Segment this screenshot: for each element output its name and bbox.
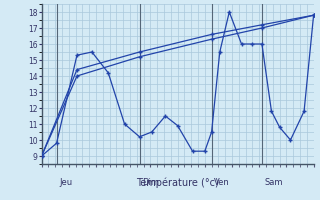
Text: Jeu: Jeu [59,178,72,187]
Text: Sam: Sam [265,178,283,187]
Text: Dim: Dim [142,178,159,187]
X-axis label: Température (°c): Température (°c) [136,178,219,188]
Text: Ven: Ven [214,178,230,187]
